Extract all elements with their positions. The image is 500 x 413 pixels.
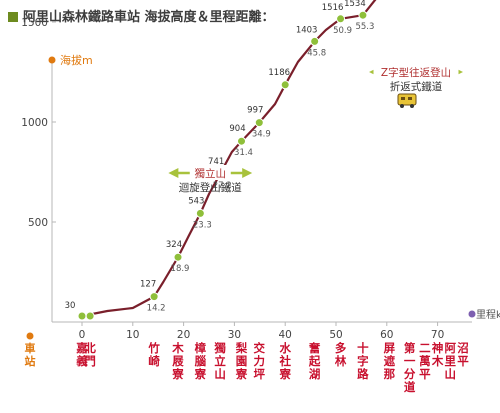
station-marker: [237, 136, 247, 146]
mileage-label: 31.4: [234, 148, 253, 158]
annotation-title-bg: [373, 64, 459, 79]
altitude-label: 741: [208, 157, 224, 167]
annotation-title: Z字型往返登山: [381, 66, 451, 79]
mileage-label: 18.9: [171, 264, 190, 274]
train-wheel-icon: [400, 104, 404, 108]
annotation-subtitle: 迴旋登山鐵道: [179, 181, 242, 194]
y-tick-label: 500: [28, 217, 48, 229]
x-tick-label: 10: [126, 329, 139, 341]
altitude-label: 324: [166, 240, 182, 250]
station-name: 交力坪: [253, 341, 266, 381]
altitude-label: 543: [188, 196, 204, 206]
annotation-title-bg: [189, 165, 231, 180]
train-icon: [397, 93, 417, 106]
mileage-label: 45.8: [307, 48, 326, 58]
station-marker: [254, 118, 264, 128]
train-wheel-icon: [410, 104, 414, 108]
y-axis-label: 海拔m: [60, 53, 93, 67]
annotation-arrow-head: [168, 168, 179, 178]
mileage-label: 14.2: [147, 304, 166, 314]
page-title-text: 阿里山森林鐵路車站 海拔高度＆里程距離：: [23, 10, 275, 25]
station-name: 阿里山: [444, 341, 457, 381]
train-window-icon: [408, 97, 412, 100]
mileage-label: 34.9: [252, 130, 271, 140]
altitude-label: 1186: [268, 68, 290, 78]
x-tick-label: 30: [228, 329, 241, 341]
station-marker: [310, 36, 320, 46]
station-name: 水社寮: [279, 341, 291, 381]
x-axis-end-dot: [468, 310, 476, 318]
mileage-label: 55.3: [355, 22, 374, 32]
station-name: 竹崎: [148, 341, 160, 368]
station-name: 嘉義: [76, 341, 88, 368]
altitude-label: 1534: [344, 0, 366, 9]
station-name: 屏遮那: [383, 341, 396, 381]
station-name: 樟腦寮: [194, 341, 207, 381]
annotation-subtitle: 折返式鐵道: [390, 80, 443, 93]
station-marker: [280, 80, 290, 90]
x-tick-label: 20: [177, 329, 190, 341]
station-axis-label: 車站: [25, 341, 36, 368]
altitude-label: 127: [140, 280, 156, 290]
x-tick-label: 60: [380, 329, 393, 341]
altitude-label: 1403: [296, 25, 318, 35]
station-name: 梨園寮: [235, 341, 248, 381]
station-marker: [149, 292, 159, 302]
mileage-label: 23.3: [193, 220, 212, 230]
station-name: 多林: [334, 341, 347, 368]
x-tick-label: 70: [431, 329, 444, 341]
altitude-label: 904: [229, 124, 245, 134]
station-marker: [77, 311, 87, 321]
station-name: 第一分道: [403, 341, 416, 394]
x-tick-label: 0: [79, 329, 86, 341]
title-bullet-icon: [8, 12, 18, 22]
station-name: 十字路: [357, 341, 369, 381]
station-name: 沼平: [457, 341, 469, 368]
station-axis-dot: [26, 332, 34, 340]
station-marker: [358, 10, 368, 20]
annotation-title: 獨立山: [195, 167, 227, 180]
annotation-arrow-head: [242, 168, 253, 178]
altitude-label: 30: [65, 301, 76, 311]
x-tick-label: 40: [279, 329, 292, 341]
station-marker: [336, 14, 346, 24]
altitude-label: 1516: [322, 3, 344, 13]
station-name: 木屐寮: [172, 341, 184, 381]
y-tick-label: 1000: [21, 117, 48, 129]
x-tick-label: 50: [329, 329, 342, 341]
y-tick-label: 1500: [21, 17, 48, 29]
page-title: 阿里山森林鐵路車站 海拔高度＆里程距離：: [8, 6, 275, 25]
train-window-icon: [401, 97, 405, 100]
x-axis-label: 里程km: [476, 309, 500, 321]
station-name: 二萬平: [419, 341, 431, 381]
mileage-label: 50.9: [333, 26, 352, 36]
station-name: 神木: [431, 341, 444, 368]
mileage-label: 27.2: [213, 181, 232, 191]
station-name: 北門: [84, 341, 96, 368]
station-marker: [173, 252, 183, 262]
station-name: 奮起湖: [308, 341, 321, 381]
altitude-label: 997: [247, 106, 263, 116]
station-marker: [195, 208, 205, 218]
station-name: 獨立山: [214, 341, 226, 381]
station-marker: [85, 311, 95, 321]
y-axis-end-dot: [48, 56, 56, 64]
